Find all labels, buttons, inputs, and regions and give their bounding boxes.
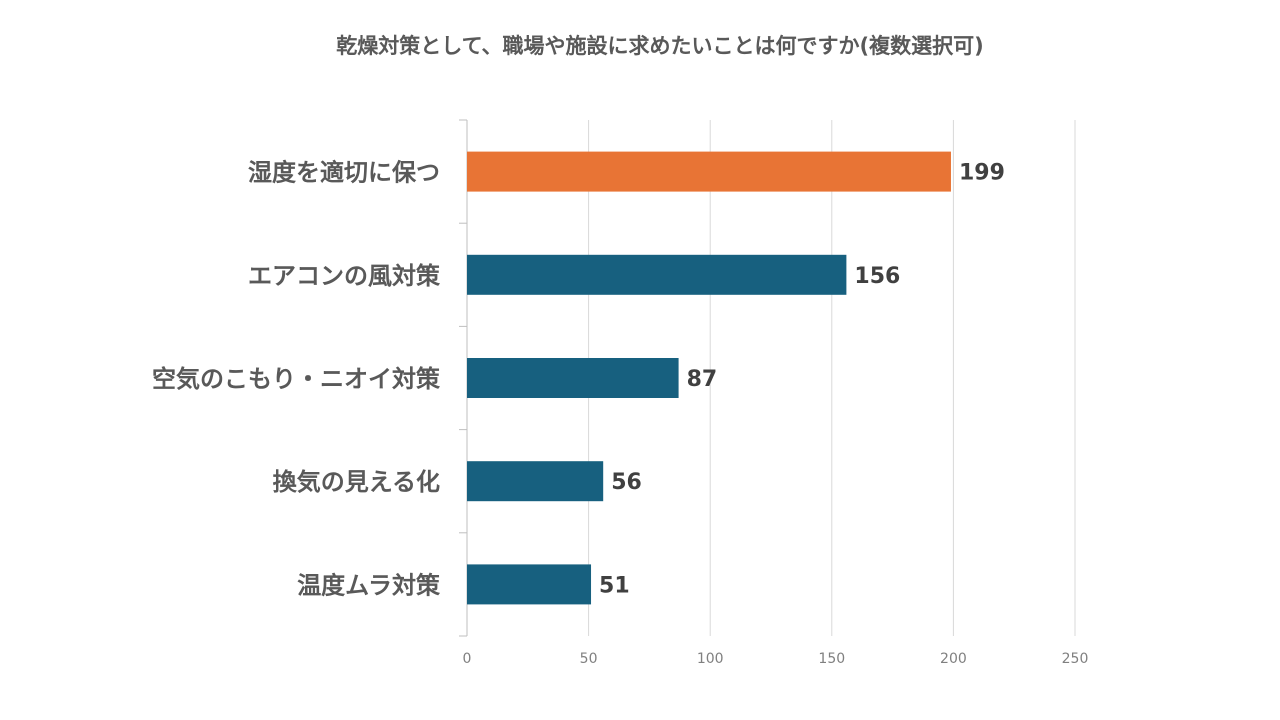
- value-label: 199: [959, 161, 1005, 186]
- bar: [467, 461, 604, 502]
- bar: [467, 358, 679, 398]
- labels: 0 50 100 150 200 250 湿度を適切に保つ 199 エアコンの風対策 156 空気の…: [152, 159, 1088, 667]
- x-tick-label: 150: [818, 651, 845, 667]
- x-tick-label: 50: [580, 651, 598, 667]
- category-label: 温度ムラ対策: [297, 571, 441, 599]
- grid-lines: [588, 120, 1076, 636]
- chart-title: 乾燥対策として、職場や施設に求めたいことは何ですか(複数選択可): [336, 34, 984, 58]
- category-label: 空気のこもり・ニオイ対策: [152, 365, 441, 393]
- value-label: 56: [611, 470, 642, 495]
- x-tick-label: 200: [940, 651, 967, 667]
- bar: [467, 564, 592, 605]
- value-label: 87: [687, 367, 718, 392]
- value-label: 51: [599, 573, 630, 598]
- bar: [467, 151, 951, 192]
- category-label: 換気の見える化: [273, 468, 440, 496]
- bar: [467, 254, 847, 295]
- category-axis: [459, 119, 468, 637]
- category-label: エアコンの風対策: [248, 262, 441, 290]
- bars: [467, 151, 951, 605]
- category-label: 湿度を適切に保つ: [248, 159, 440, 187]
- x-tick-label: 250: [1062, 651, 1089, 667]
- x-tick-label: 100: [697, 651, 724, 667]
- value-label: 156: [854, 264, 900, 289]
- x-tick-label: 0: [463, 651, 472, 667]
